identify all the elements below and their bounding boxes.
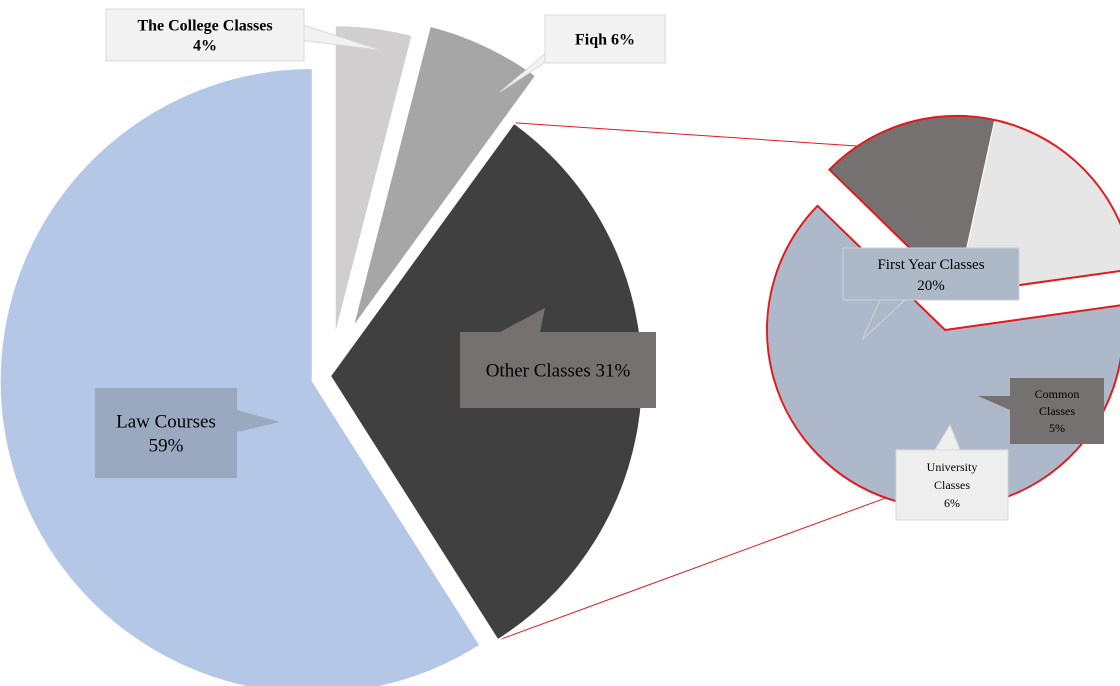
label-common-classes-name-2: Classes [1039, 404, 1075, 418]
label-other-classes: Other Classes 31% [460, 308, 656, 408]
label-the-college-classes-value: 4% [193, 38, 217, 55]
label-common-classes-value: 5% [1049, 421, 1065, 435]
label-university-classes-name-1: University [927, 460, 978, 474]
connector-line-bottom [497, 471, 957, 641]
label-university-classes-name-2: Classes [934, 478, 970, 492]
label-fiqh: Fiqh 6% [499, 14, 666, 93]
label-first-year-classes: First Year Classes 20% [842, 247, 1020, 341]
label-law-courses-value: 59% [149, 436, 184, 457]
label-first-year-classes-value: 20% [917, 278, 945, 294]
label-law-courses: Law Courses 59% [95, 388, 280, 478]
label-the-college-classes-name: The College Classes [137, 18, 272, 35]
label-common-classes-name-1: Common [1035, 387, 1080, 401]
label-university-classes-value: 6% [944, 496, 960, 510]
slice-law-courses [0, 67, 482, 686]
sub-slice-outline-first-year [766, 204, 1120, 509]
slice-the-college-classes [333, 24, 414, 339]
label-university-classes: University Classes 6% [895, 423, 1009, 521]
label-other-classes-text: Other Classes 31% [486, 361, 631, 382]
label-fiqh-text: Fiqh 6% [575, 32, 635, 49]
data-labels: The College Classes 4% Fiqh 6% Other Classe… [95, 8, 1104, 521]
label-first-year-classes-name: First Year Classes [877, 257, 984, 273]
label-law-courses-name: Law Courses [116, 412, 216, 433]
sub-slice-outline-group [827, 114, 1120, 295]
label-the-college-classes: The College Classes 4% [105, 8, 381, 62]
label-common-classes: Common Classes 5% [978, 378, 1104, 444]
slice-fiqh [351, 24, 538, 330]
